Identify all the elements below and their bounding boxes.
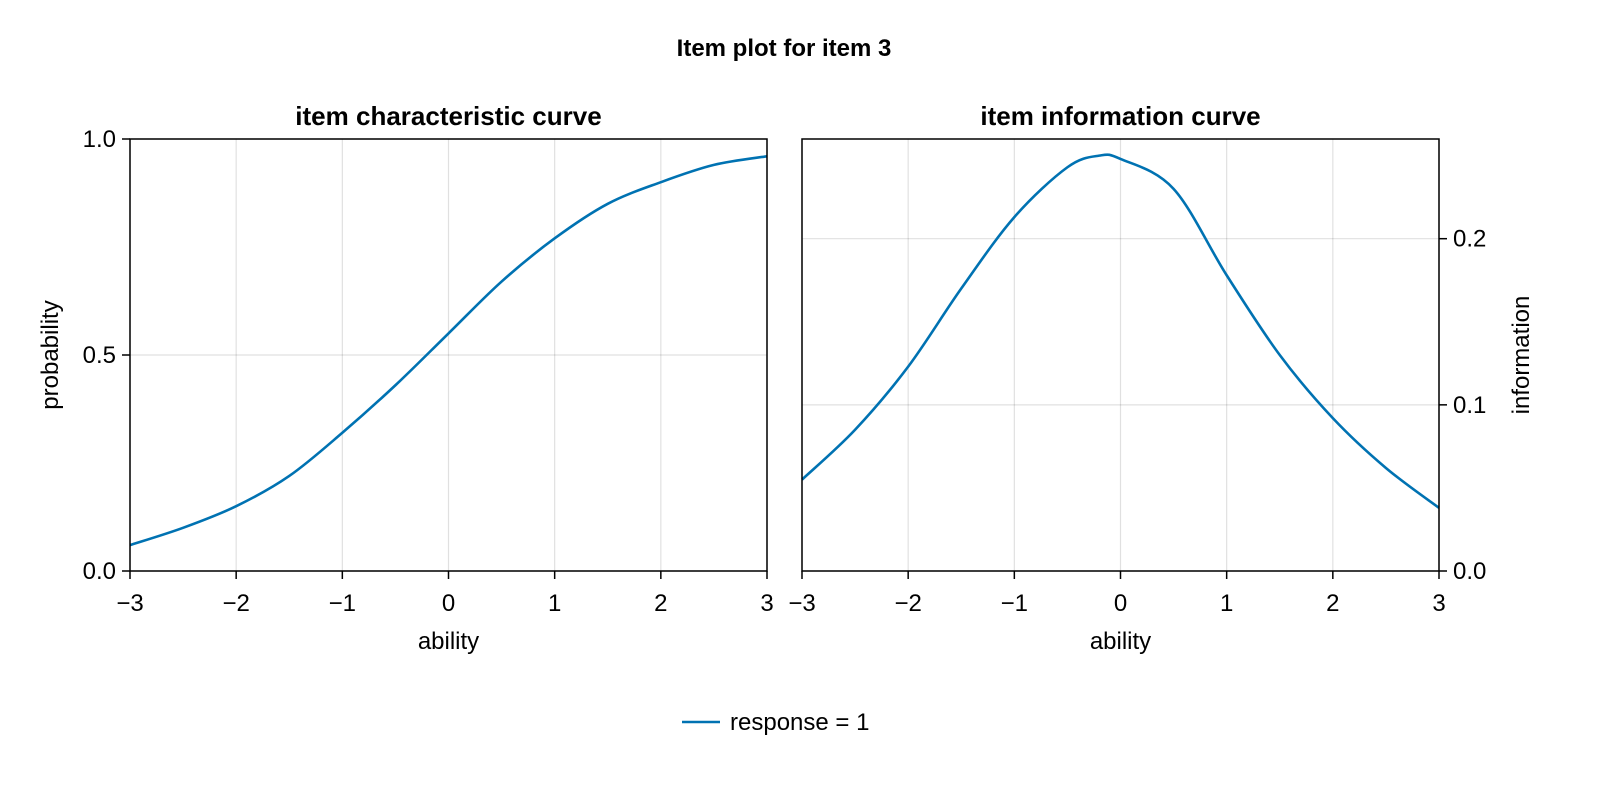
- x-tick-label: 2: [1326, 590, 1339, 617]
- y-tick-label: 0.0: [83, 558, 116, 585]
- x-tick-label: 0: [442, 590, 455, 617]
- x-tick-label: −1: [1001, 590, 1028, 617]
- y-axis-label: information: [1508, 296, 1535, 415]
- y-tick-label: 0.2: [1453, 226, 1486, 253]
- series-line: [801, 153, 1440, 509]
- subplot-title: item information curve: [980, 101, 1260, 131]
- x-tick-label: −3: [788, 590, 815, 617]
- x-tick-label: −2: [894, 590, 921, 617]
- legend-label: response = 1: [730, 709, 869, 736]
- x-tick-label: −2: [222, 590, 249, 617]
- y-tick-label: 0.0: [1453, 558, 1486, 585]
- figure-title: Item plot for item 3: [677, 35, 892, 62]
- x-tick-label: 3: [1432, 590, 1445, 617]
- y-axis-label: probability: [37, 300, 64, 409]
- legend: response = 1: [682, 709, 869, 736]
- subplot-title: item characteristic curve: [295, 101, 601, 131]
- panel-2: −3 −2 −1 0 1 2 3 0.0 0.1 0.2 item information curv…: [788, 101, 1535, 655]
- y-tick-label: 1.0: [83, 126, 116, 153]
- series-line: [129, 154, 768, 547]
- panel-1: −3 −2 −1 0 1 2 3 0.0 0.5 1.0 item characteristic c…: [37, 101, 774, 655]
- x-tick-label: 2: [654, 590, 667, 617]
- x-tick-label: −1: [329, 590, 356, 617]
- x-tick-label: 0: [1114, 590, 1127, 617]
- x-axis-label: ability: [1090, 628, 1151, 655]
- y-tick-label: 0.1: [1453, 392, 1486, 419]
- x-tick-label: 1: [1220, 590, 1233, 617]
- x-axis-label: ability: [418, 628, 479, 655]
- x-tick-label: 1: [548, 590, 561, 617]
- x-tick-label: −3: [116, 590, 143, 617]
- x-tick-label: 3: [760, 590, 773, 617]
- y-tick-label: 0.5: [83, 342, 116, 369]
